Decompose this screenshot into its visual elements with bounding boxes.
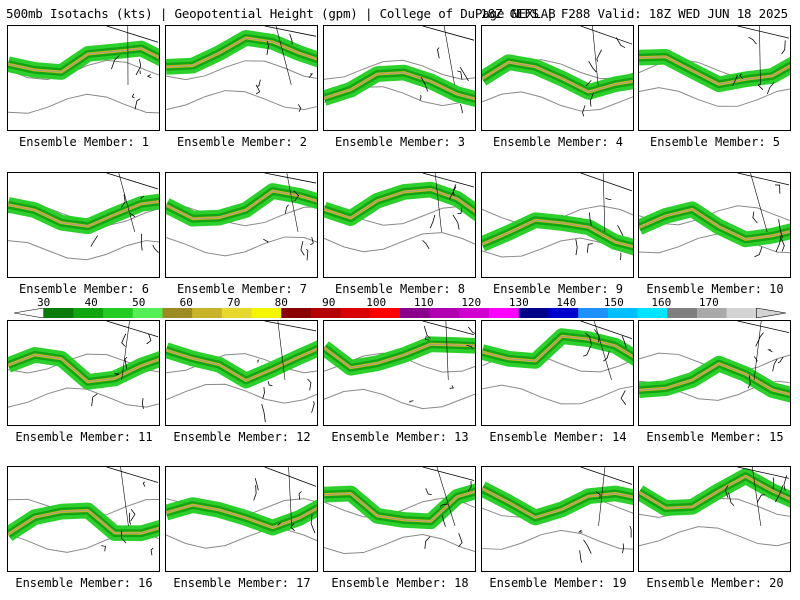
colorbar-swatch (400, 308, 431, 318)
ensemble-panel-10[interactable] (638, 172, 791, 278)
ensemble-panel-5[interactable] (638, 25, 791, 131)
colorbar-tick-label: 170 (698, 296, 719, 309)
ensemble-panel-7[interactable] (165, 172, 318, 278)
colorbar-left-arrow (14, 308, 44, 318)
colorbar-swatch (281, 308, 312, 318)
ensemble-panel-12[interactable] (165, 320, 318, 426)
colorbar-tick-label: 80 (274, 296, 288, 309)
colorbar-swatch (667, 308, 698, 318)
map-title: 500mb Isotachs (kts) | Geopotential Heig… (6, 6, 556, 21)
ensemble-panel-11[interactable] (7, 320, 160, 426)
colorbar-swatch (726, 308, 757, 318)
ensemble-panel-15[interactable] (638, 320, 791, 426)
panel-label-16: Ensemble Member: 16 (15, 576, 153, 590)
colorbar-tick-label: 40 (84, 296, 98, 309)
colorbar-swatch (696, 308, 728, 318)
ensemble-panel-9[interactable] (481, 172, 634, 278)
colorbar-swatch (251, 308, 282, 318)
ensemble-panel-16[interactable] (7, 466, 160, 572)
ensemble-panel-13[interactable] (323, 320, 476, 426)
colorbar-tick-label: 30 (37, 296, 51, 309)
colorbar-swatch (429, 308, 460, 318)
colorbar-swatch (607, 308, 639, 318)
panel-label-18: Ensemble Member: 18 (331, 576, 469, 590)
colorbar-swatch (578, 308, 609, 318)
colorbar-swatch (518, 308, 549, 318)
colorbar-tick-label: 130 (508, 296, 529, 309)
colorbar-tick-label: 110 (413, 296, 434, 309)
ensemble-panel-2[interactable] (165, 25, 318, 131)
panel-label-19: Ensemble Member: 19 (489, 576, 627, 590)
panel-label-10: Ensemble Member: 10 (646, 282, 784, 296)
panel-label-5: Ensemble Member: 5 (649, 135, 781, 149)
ensemble-panel-19[interactable] (481, 466, 634, 572)
colorbar-swatch (221, 308, 253, 318)
ensemble-panel-14[interactable] (481, 320, 634, 426)
colorbar-tick-label: 150 (603, 296, 624, 309)
colorbar-swatch (637, 308, 668, 318)
ensemble-panel-1[interactable] (7, 25, 160, 131)
colorbar-tick-label: 60 (179, 296, 193, 309)
ensemble-panel-4[interactable] (481, 25, 634, 131)
colorbar-swatch (43, 308, 74, 318)
panel-label-15: Ensemble Member: 15 (646, 430, 784, 444)
panel-label-4: Ensemble Member: 4 (492, 135, 624, 149)
colorbar-right-arrow (756, 308, 786, 318)
panel-label-6: Ensemble Member: 6 (18, 282, 150, 296)
panel-label-13: Ensemble Member: 13 (331, 430, 469, 444)
panel-label-14: Ensemble Member: 14 (489, 430, 627, 444)
panel-label-20: Ensemble Member: 20 (646, 576, 784, 590)
colorbar-swatch (132, 308, 163, 318)
panel-label-2: Ensemble Member: 2 (176, 135, 308, 149)
panel-label-8: Ensemble Member: 8 (334, 282, 466, 296)
colorbar-tick-label: 50 (132, 296, 146, 309)
panel-label-17: Ensemble Member: 17 (173, 576, 311, 590)
colorbar-tick-label: 120 (461, 296, 482, 309)
colorbar-tick-label: 140 (556, 296, 577, 309)
colorbar-swatch (73, 308, 104, 318)
ensemble-panel-17[interactable] (165, 466, 318, 572)
ensemble-panel-18[interactable] (323, 466, 476, 572)
panel-label-7: Ensemble Member: 7 (176, 282, 308, 296)
colorbar-tick-label: 70 (227, 296, 241, 309)
colorbar-swatch (459, 308, 490, 318)
colorbar-swatch (548, 308, 579, 318)
ensemble-panel-6[interactable] (7, 172, 160, 278)
colorbar-tick-label: 90 (322, 296, 336, 309)
colorbar (14, 308, 786, 318)
panel-label-1: Ensemble Member: 1 (18, 135, 150, 149)
panel-label-12: Ensemble Member: 12 (173, 430, 311, 444)
ensemble-panel-3[interactable] (323, 25, 476, 131)
colorbar-swatch (370, 308, 401, 318)
colorbar-swatch (489, 308, 520, 318)
colorbar-tick-label: 160 (651, 296, 672, 309)
colorbar-swatch (310, 308, 342, 318)
panel-label-3: Ensemble Member: 3 (334, 135, 466, 149)
ensemble-panel-8[interactable] (323, 172, 476, 278)
colorbar-swatch (103, 308, 134, 318)
map-valid-time: 18Z GEFS | F288 Valid: 18Z WED JUN 18 20… (480, 6, 788, 21)
ensemble-panel-20[interactable] (638, 466, 791, 572)
colorbar-swatch (192, 308, 223, 318)
panel-label-9: Ensemble Member: 9 (492, 282, 624, 296)
panel-label-11: Ensemble Member: 11 (15, 430, 153, 444)
colorbar-tick-label: 100 (366, 296, 387, 309)
colorbar-swatch (162, 308, 193, 318)
colorbar-swatch (340, 308, 371, 318)
